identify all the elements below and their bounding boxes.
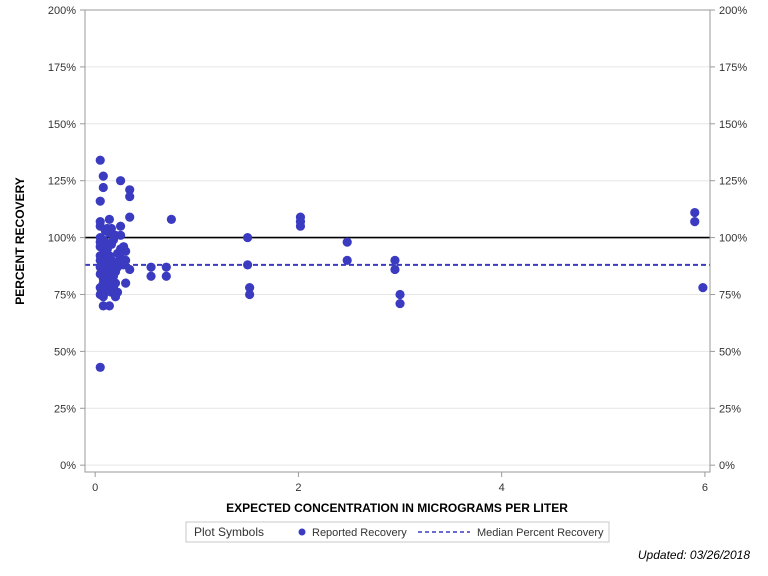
y-tick-label-right: 0%: [719, 460, 735, 472]
data-point: [95, 196, 105, 206]
data-point: [121, 255, 131, 265]
x-tick-label: 2: [295, 482, 301, 494]
data-point: [395, 298, 405, 309]
data-point: [121, 246, 131, 256]
y-tick-label-left: 200%: [48, 5, 76, 17]
data-point: [342, 237, 352, 247]
data-point: [146, 262, 156, 272]
data-point: [166, 214, 176, 224]
data-point: [125, 192, 135, 202]
data-point: [342, 255, 352, 265]
data-point: [121, 278, 131, 288]
y-tick-label-right: 50%: [719, 346, 741, 358]
y-tick-label-right: 25%: [719, 403, 741, 415]
data-points: [95, 155, 708, 372]
legend-item-reported-recovery: Reported Recovery: [312, 527, 407, 539]
y-axis-right: 0% 25% 50% 75% 100% 125% 150% 175% 200%: [710, 5, 747, 472]
data-point: [110, 278, 121, 288]
data-point: [98, 182, 108, 193]
data-point: [390, 264, 400, 275]
data-point: [106, 223, 117, 234]
y-tick-label-right: 175%: [719, 62, 747, 74]
reference-lines: [85, 236, 710, 266]
data-point: [690, 207, 700, 218]
data-point: [690, 217, 700, 227]
data-point: [390, 255, 400, 265]
data-point: [245, 283, 255, 293]
data-point: [95, 362, 105, 372]
data-point: [112, 287, 123, 297]
data-point: [98, 171, 108, 181]
y-tick-label-left: 125%: [48, 176, 76, 188]
data-point: [161, 271, 171, 281]
x-tick-label: 4: [499, 482, 505, 494]
data-point: [243, 232, 253, 243]
data-point: [395, 289, 405, 300]
data-point: [146, 271, 156, 281]
data-point: [125, 185, 135, 195]
x-tick-label: 6: [702, 482, 708, 494]
data-point: [104, 214, 114, 224]
y-tick-label-left: 25%: [54, 403, 76, 415]
legend-title: Plot Symbols: [194, 525, 264, 539]
y-axis-left: 0% 25% 50% 75% 100% 125% 150% 175% 200%: [48, 5, 85, 472]
y-tick-label-left: 75%: [54, 289, 76, 301]
y-tick-label-right: 75%: [719, 289, 741, 301]
legend-box: [185, 521, 610, 543]
y-axis-title: PERCENT RECOVERY: [13, 177, 27, 305]
x-tick-label: 0: [92, 482, 98, 494]
y-tick-label-left: 175%: [48, 62, 76, 74]
plot-area-frame: [84, 9, 711, 473]
data-point: [115, 176, 126, 186]
y-tick-label-right: 100%: [719, 233, 747, 245]
data-point: [698, 283, 708, 293]
data-point: [245, 289, 255, 300]
y-tick-label-right: 200%: [719, 5, 747, 17]
y-tick-label-left: 150%: [48, 119, 76, 131]
data-point: [125, 264, 135, 275]
data-point: [115, 221, 126, 231]
y-tick-label-right: 125%: [719, 176, 747, 188]
y-tick-label-left: 100%: [48, 233, 76, 245]
y-tick-label-right: 150%: [719, 119, 747, 131]
data-point: [243, 260, 253, 270]
legend-item-median-percent-recovery: Median Percent Recovery: [477, 527, 604, 539]
x-axis-title: EXPECTED CONCENTRATION IN MICROGRAMS PER…: [226, 501, 568, 515]
data-point: [161, 262, 171, 272]
data-point: [125, 212, 135, 222]
y-tick-label-left: 0%: [60, 460, 76, 472]
data-point: [115, 230, 126, 240]
legend: Plot Symbols Reported Recovery Median Pe…: [185, 521, 610, 543]
data-point: [95, 155, 105, 165]
legend-dot-symbol: [298, 528, 306, 536]
updated-date: Updated: 03/26/2018: [637, 548, 750, 562]
y-tick-label-left: 50%: [54, 346, 76, 358]
x-axis: 0 2 4 6: [92, 472, 708, 494]
data-point: [295, 221, 306, 231]
data-point: [104, 301, 114, 311]
